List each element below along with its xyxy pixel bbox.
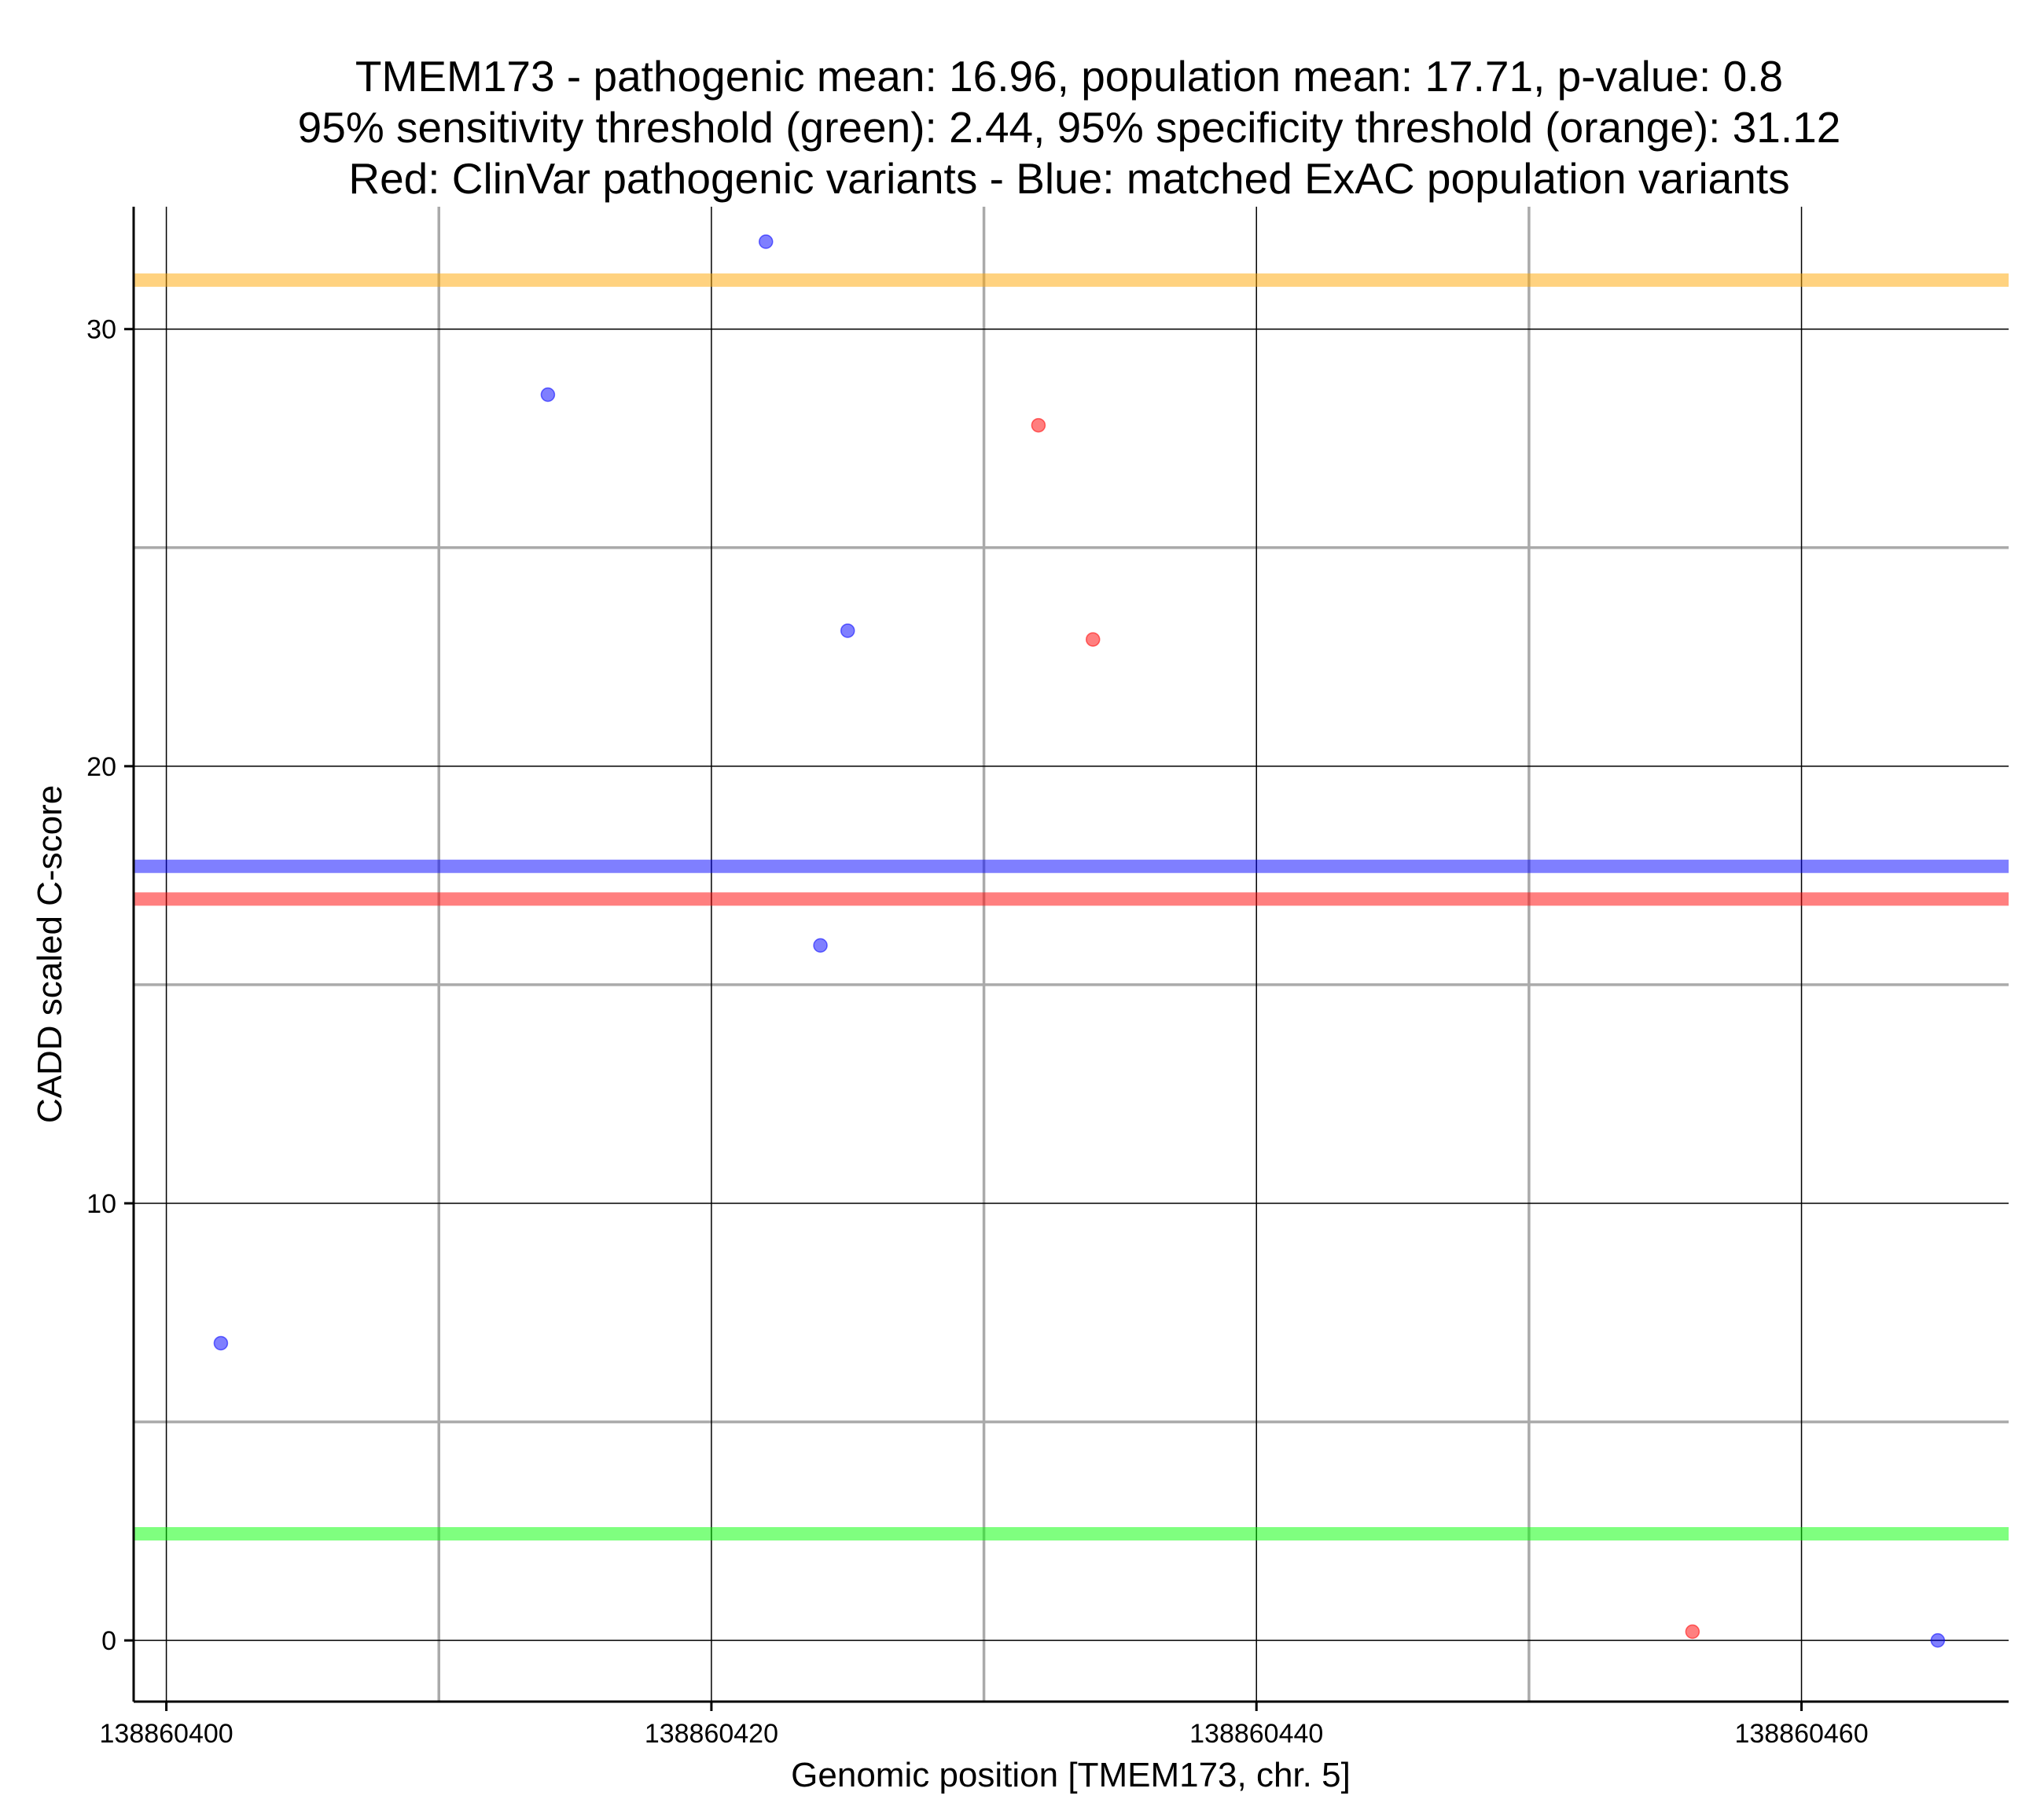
- data-point: [1085, 632, 1101, 647]
- y-axis-title: CADD scaled C-score: [31, 785, 69, 1123]
- x-tick-label: 138860400: [100, 1719, 233, 1749]
- title-line-3: Red: ClinVar pathogenic variants - Blue:…: [348, 154, 1789, 203]
- title-line-1: TMEM173 - pathogenic mean: 16.96, popula…: [355, 52, 1783, 101]
- y-tick-label: 0: [101, 1626, 116, 1656]
- data-point: [213, 1335, 229, 1351]
- chart-title: TMEM173 - pathogenic mean: 16.96, popula…: [298, 52, 1841, 203]
- y-tick-label: 30: [86, 315, 116, 345]
- grid-lines: [134, 207, 2009, 1702]
- x-tick-label: 138860440: [1189, 1719, 1323, 1749]
- data-point: [840, 623, 855, 638]
- x-tick-label: 138860460: [1734, 1719, 1868, 1749]
- reference-lines: [134, 273, 2009, 1540]
- data-point: [758, 234, 774, 249]
- x-axis-title: Genomic position [TMEM173, chr. 5]: [791, 1756, 1351, 1794]
- data-point: [813, 938, 828, 953]
- y-tick-label: 20: [86, 752, 116, 782]
- y-tick-label: 10: [86, 1189, 116, 1219]
- data-point: [1685, 1624, 1700, 1640]
- x-axis-ticks: 138860400 138860420 138860440 138860460: [100, 1702, 1869, 1749]
- title-line-2: 95% sensitivity threshold (green): 2.44,…: [298, 103, 1841, 152]
- data-point: [1031, 417, 1046, 433]
- y-axis-ticks: 0 10 20 30: [86, 315, 134, 1656]
- x-tick-label: 138860420: [645, 1719, 778, 1749]
- data-point: [540, 387, 556, 402]
- data-points: [213, 234, 1946, 1648]
- data-point: [1930, 1632, 1946, 1648]
